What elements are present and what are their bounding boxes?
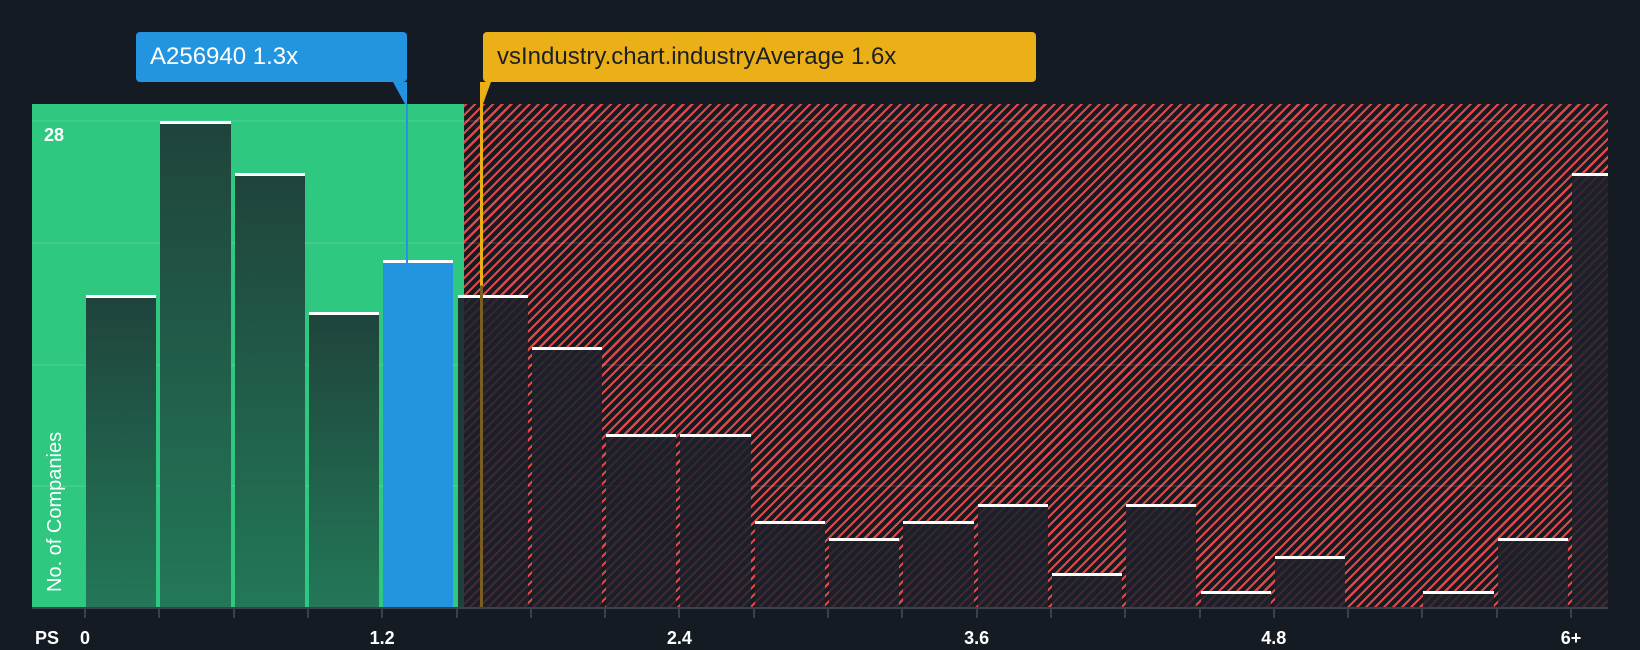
x-axis-title: PS — [35, 628, 60, 648]
company-callout-pointer — [392, 82, 407, 104]
bar-top-cap — [680, 434, 751, 438]
x-axis-tick — [84, 609, 86, 618]
x-axis-tick — [1570, 609, 1572, 618]
x-axis-label: 3.6 — [964, 628, 990, 648]
histogram-bar — [531, 347, 603, 608]
x-axis-tick — [455, 609, 458, 618]
x-axis-label: 1.2 — [369, 628, 395, 648]
x-axis-tick — [158, 609, 161, 618]
bar-top-cap — [86, 294, 157, 298]
bar-top-cap — [903, 521, 974, 525]
x-axis-tick — [306, 609, 309, 618]
histogram-bar — [1423, 590, 1494, 608]
histogram-bar — [977, 503, 1048, 608]
industry-average-callout-pointer — [480, 82, 492, 104]
bar-top-cap — [531, 347, 603, 351]
x-axis-tick — [1198, 609, 1201, 618]
x-axis-tick — [827, 609, 829, 618]
company-callout-label: A256940 1.3x — [150, 43, 299, 70]
bar-top-cap — [1497, 538, 1568, 542]
histogram-bar — [1497, 538, 1568, 608]
bar-top-cap — [1051, 573, 1123, 577]
histogram-bar — [86, 294, 157, 608]
x-axis-line — [32, 607, 1608, 609]
bar-top-cap — [234, 173, 305, 177]
x-axis-tick — [232, 609, 235, 618]
y-axis-title: No. of Companies — [44, 431, 66, 592]
bar-top-cap — [1274, 555, 1346, 559]
histogram-bar — [680, 434, 751, 608]
x-axis-tick — [604, 609, 607, 618]
histogram-bar — [234, 173, 305, 608]
bar-top-cap — [160, 121, 231, 124]
company-marker-line — [405, 104, 408, 608]
histogram-bar — [1051, 573, 1123, 608]
histogram-bar — [606, 434, 677, 608]
x-axis-tick — [1347, 609, 1350, 618]
bar-top-cap — [754, 521, 825, 525]
x-axis-tick — [901, 609, 904, 618]
industry-average-callout-label: vsIndustry.chart.industryAverage 1.6x — [497, 43, 897, 70]
histogram-bar — [308, 312, 380, 608]
x-axis-tick — [381, 609, 384, 618]
bar-highlighted-company — [383, 260, 454, 608]
x-axis-tick — [1421, 609, 1424, 618]
gridline — [32, 363, 1608, 366]
x-axis-tick — [752, 609, 755, 618]
x-axis-tick — [529, 609, 532, 618]
bar-top-cap — [1200, 590, 1271, 594]
histogram-bar — [829, 538, 900, 608]
bar-top-cap — [1126, 503, 1197, 507]
bar-top-cap — [606, 434, 677, 438]
gridline — [32, 120, 1608, 122]
plot-area — [32, 104, 1608, 608]
histogram-bar — [903, 521, 974, 608]
histogram-bar — [754, 521, 825, 608]
histogram-bar — [160, 121, 231, 608]
x-axis-tick — [1495, 609, 1498, 618]
histogram-bar — [1126, 503, 1197, 608]
x-axis-label: 0 — [79, 628, 91, 648]
industry-average-marker-line — [480, 104, 484, 608]
bar-top-cap — [308, 312, 380, 316]
x-axis-label: 2.4 — [666, 628, 692, 648]
bar-top-cap — [829, 538, 900, 542]
y-axis-max-label: 28 — [44, 125, 65, 145]
x-axis-tick — [678, 609, 681, 618]
bar-top-cap — [1572, 173, 1608, 177]
x-axis-tick — [1124, 609, 1127, 618]
histogram-bar — [1274, 555, 1346, 608]
x-axis-label: 4.8 — [1261, 628, 1287, 648]
gridline — [32, 485, 1608, 488]
x-axis-tick — [1049, 609, 1052, 618]
gridline — [32, 241, 1608, 244]
company-callout: A256940 1.3x — [136, 32, 407, 82]
x-axis-label: 6+ — [1560, 628, 1582, 648]
histogram-bar — [1200, 590, 1271, 608]
overvalued-zone-hatched — [463, 104, 1608, 608]
x-axis-tick — [975, 609, 978, 618]
bar-top-cap — [977, 503, 1048, 507]
histogram-bar — [1572, 173, 1608, 608]
industry-average-callout: vsIndustry.chart.industryAverage 1.6x — [483, 32, 1036, 82]
bar-top-cap — [1423, 590, 1494, 594]
x-axis-tick — [1272, 609, 1275, 618]
bar-top-cap — [383, 260, 454, 264]
histogram-bar — [457, 294, 528, 608]
bar-top-cap — [457, 294, 528, 298]
